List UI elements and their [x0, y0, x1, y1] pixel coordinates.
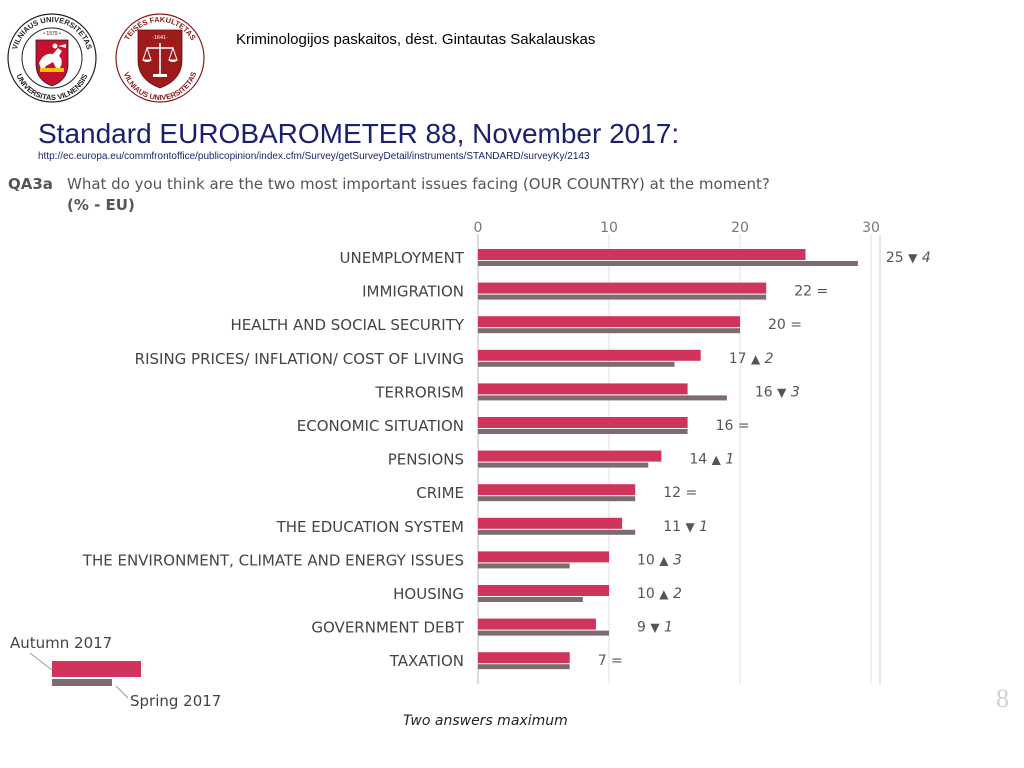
- bar-spring-2017: [478, 294, 767, 300]
- category-label: GOVERNMENT DEBT: [311, 619, 464, 637]
- bar-spring-2017: [478, 429, 688, 434]
- bar-autumn-2017: [478, 316, 740, 328]
- change-annotation: 10 ▲ 2: [637, 586, 682, 602]
- bar-autumn-2017: [478, 450, 662, 462]
- bar-autumn-2017: [478, 517, 623, 529]
- category-label: TAXATION: [389, 652, 464, 670]
- bar-spring-2017: [478, 261, 858, 266]
- slide-title: Standard EUROBAROMETER 88, November 2017…: [38, 118, 680, 149]
- category-label: RISING PRICES/ INFLATION/ COST OF LIVING: [135, 350, 464, 368]
- change-annotation: 17 ▲ 2: [729, 351, 774, 367]
- category-label: THE EDUCATION SYSTEM: [276, 518, 464, 536]
- change-annotation: 7 =: [598, 653, 623, 669]
- university-seal-logo: VILNIAUS UNIVERSITETAS UNIVERSITAS VILNE…: [7, 13, 97, 103]
- bar-spring-2017: [478, 664, 570, 670]
- chart-legend: Autumn 2017 Spring 2017: [10, 634, 221, 710]
- bar-autumn-2017: [478, 417, 688, 428]
- change-annotation: 22 =: [794, 284, 828, 300]
- bar-autumn-2017: [478, 383, 688, 395]
- change-annotation: 16 =: [716, 418, 750, 434]
- category-label: HEALTH AND SOCIAL SECURITY: [230, 316, 464, 334]
- bar-spring-2017: [478, 597, 583, 602]
- bar-spring-2017: [478, 328, 740, 334]
- change-annotation: 10 ▲ 3: [637, 552, 682, 568]
- bar-autumn-2017: [478, 551, 609, 563]
- change-annotation: 25 ▼ 4: [886, 250, 931, 266]
- category-label: UNEMPLOYMENT: [340, 249, 465, 267]
- issues-bar-chart: 0 10 20 30 UNEMPLOYMENT 25 ▼ 4 IMMIGRATION 22 =…: [82, 220, 931, 684]
- legend-swatch-autumn: [52, 661, 141, 677]
- legend-leader-autumn: [29, 652, 53, 671]
- change-annotation: 16 ▼ 3: [755, 384, 800, 400]
- x-tick-label: 30: [862, 220, 880, 236]
- category-label: PENSIONS: [388, 451, 464, 469]
- bar-autumn-2017: [478, 282, 767, 294]
- bar-autumn-2017: [478, 652, 570, 664]
- category-label: ECONOMIC SITUATION: [297, 417, 464, 435]
- bar-autumn-2017: [478, 484, 636, 496]
- bar-spring-2017: [478, 395, 727, 401]
- faculty-seal-logo: TEISĖS FAKULTETAS VILNIAUS UNIVERSITETAS…: [115, 13, 205, 103]
- category-label: IMMIGRATION: [362, 283, 464, 301]
- legend-leader-spring: [115, 685, 129, 699]
- bar-spring-2017: [478, 361, 675, 367]
- page-number: 8: [996, 684, 1009, 713]
- bar-autumn-2017: [478, 249, 806, 260]
- legend-label-autumn: Autumn 2017: [10, 634, 112, 652]
- source-url[interactable]: http://ec.europa.eu/commfrontoffice/publ…: [38, 151, 590, 162]
- legend-swatch-spring: [52, 679, 112, 686]
- change-annotation: 12 =: [663, 485, 697, 501]
- change-annotation: 9 ▼ 1: [637, 620, 673, 636]
- category-label: THE ENVIRONMENT, CLIMATE AND ENERGY ISSU…: [82, 551, 464, 569]
- bar-spring-2017: [478, 496, 636, 502]
- bar-spring-2017: [478, 630, 609, 636]
- bar-autumn-2017: [478, 349, 701, 361]
- bar-autumn-2017: [478, 618, 596, 630]
- x-tick-label: 10: [600, 220, 618, 236]
- course-title: Kriminologijos paskaitos, dėst. Gintauta…: [236, 31, 596, 48]
- footnote: Two answers maximum: [403, 713, 568, 729]
- category-label: HOUSING: [393, 585, 464, 603]
- bar-spring-2017: [478, 462, 649, 468]
- question-code: QA3a: [8, 175, 53, 193]
- x-tick-label: 20: [731, 220, 749, 236]
- bar-spring-2017: [478, 529, 636, 535]
- change-annotation: 14 ▲ 1: [689, 452, 734, 468]
- change-annotation: 11 ▼ 1: [663, 519, 708, 535]
- change-annotation: 20 =: [768, 317, 802, 333]
- faculty-seal-year: ·1641·: [152, 35, 168, 41]
- university-seal-year: • 1579 •: [43, 31, 61, 37]
- category-label: TERRORISM: [374, 383, 464, 401]
- legend-label-spring: Spring 2017: [130, 692, 221, 710]
- bar-autumn-2017: [478, 585, 609, 596]
- question-text: What do you think are the two most impor…: [67, 175, 770, 193]
- category-label: CRIME: [416, 484, 464, 502]
- x-tick-label: 0: [474, 220, 483, 236]
- question-unit: (% - EU): [67, 196, 135, 214]
- bar-spring-2017: [478, 563, 570, 569]
